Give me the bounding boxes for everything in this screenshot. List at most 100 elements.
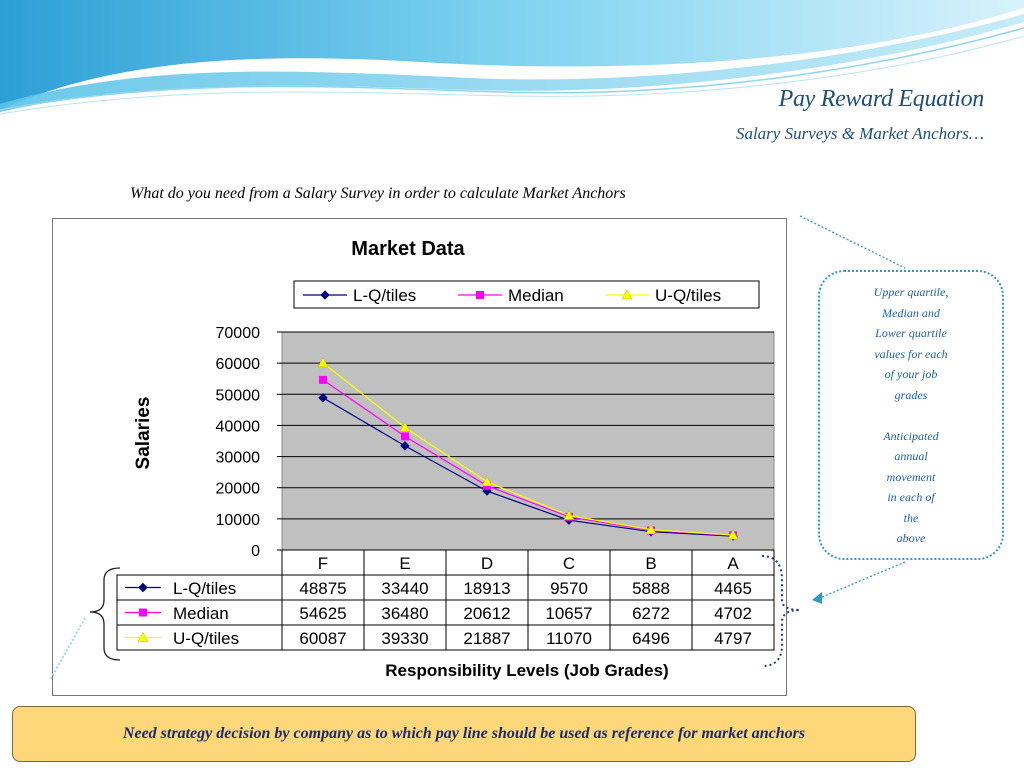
callout-line: the — [903, 510, 919, 525]
table-key-marker-0 — [138, 582, 148, 593]
y-tick-label: 30000 — [216, 450, 261, 467]
table-cell — [609, 624, 693, 651]
callout-line: grades — [894, 387, 928, 402]
table-value-0-4: 5888 — [632, 579, 670, 598]
chart-frame: Market Data L-Q/tiles Median U-Q/tiles 0 1000… — [52, 218, 787, 696]
y-tick-label: 0 — [251, 543, 260, 560]
callout-line: values for each — [874, 346, 948, 361]
legend-label-1: Median — [508, 286, 564, 305]
chart-title: Market Data — [351, 238, 465, 260]
table-value-0-2: 18913 — [463, 579, 510, 598]
table-header-B: B — [645, 554, 656, 573]
data-point-0-0 — [318, 393, 328, 403]
strategy-note-box: Need strategy decision by company as to … — [12, 706, 916, 762]
table-value-2-2: 21887 — [463, 629, 510, 648]
data-point-2-0 — [317, 357, 329, 368]
callout-connector-top — [799, 215, 906, 269]
y-tick-label: 50000 — [216, 387, 261, 404]
table-header-D: D — [481, 554, 493, 573]
table-header-E: E — [399, 554, 410, 573]
y-tick-label: 60000 — [216, 356, 261, 373]
y-tick-label: 10000 — [216, 512, 261, 529]
plot-area — [281, 331, 775, 551]
callout-line: Lower quartile — [875, 326, 947, 340]
table-value-2-0: 60087 — [299, 629, 346, 648]
callout-line — [820, 405, 1002, 426]
callout-box: Upper quartile, Median and Lower quartile v… — [818, 270, 1004, 560]
table-value-1-2: 20612 — [463, 604, 510, 623]
table-value-2-4: 6496 — [632, 629, 670, 648]
callout-line: movement — [886, 469, 936, 484]
x-axis-label: Responsibility Levels (Job Grades) — [385, 661, 668, 680]
arrow-head-icon — [812, 592, 822, 604]
table-value-1-5: 4702 — [714, 604, 752, 623]
slide-title: Pay Reward Equation — [778, 86, 985, 112]
data-point-1-1 — [401, 432, 409, 441]
table-value-2-3: 11070 — [546, 629, 592, 648]
market-data-chart: Market Data L-Q/tiles Median U-Q/tiles 0 1000… — [116, 238, 775, 680]
table-value-1-3: 10657 — [545, 604, 592, 623]
table-cell — [691, 624, 775, 651]
header-wave-decoration — [0, 0, 1024, 115]
table-cell — [691, 599, 775, 626]
legend-label-2: U-Q/tiles — [655, 286, 721, 305]
table-header-C: C — [563, 554, 575, 573]
table-value-2-5: 4797 — [714, 629, 752, 648]
legend-marker-2 — [621, 289, 633, 300]
table-cell — [445, 574, 529, 601]
table-header-cell — [527, 549, 611, 576]
table-key-marker-1 — [139, 608, 147, 617]
callout-connector-bottom — [814, 561, 906, 601]
legend-label-0: L-Q/tiles — [353, 286, 416, 305]
callout-line: annual — [894, 449, 928, 463]
table-row-label-0: L-Q/tiles — [173, 579, 236, 598]
legend-marker-1 — [476, 291, 484, 299]
y-tick-label: 20000 — [216, 481, 261, 498]
y-axis-label: Salaries — [133, 397, 154, 470]
table-header-F: F — [318, 554, 328, 573]
slide-subtitle: Salary Surveys & Market Anchors… — [735, 124, 984, 143]
table-header-cell — [445, 549, 529, 576]
y-tick-label: 40000 — [216, 418, 261, 435]
data-point-2-1 — [399, 422, 411, 432]
table-value-0-0: 48875 — [299, 579, 346, 598]
callout-line: Upper quartile, — [873, 285, 949, 299]
strategy-note-text: Need strategy decision by company as to … — [122, 725, 806, 742]
table-header-A: A — [727, 554, 739, 573]
y-tick-label: 70000 — [216, 325, 261, 342]
table-value-2-1: 39330 — [381, 629, 428, 648]
table-value-0-5: 4465 — [714, 579, 752, 598]
table-row-label-1: Median — [173, 604, 229, 623]
legend-marker-0 — [320, 290, 330, 300]
table-key-marker-2 — [137, 631, 149, 642]
table-header-cell — [609, 549, 693, 576]
data-point-2-5 — [727, 529, 739, 540]
table-cell — [445, 624, 529, 651]
table-cell — [609, 574, 693, 601]
data-point-2-3 — [563, 510, 575, 520]
survey-question: What do you need from a Salary Survey in… — [130, 185, 626, 202]
table-value-0-1: 33440 — [381, 579, 428, 598]
data-point-0-1 — [400, 441, 410, 451]
data-point-1-0 — [319, 375, 327, 384]
table-cell — [691, 574, 775, 601]
table-value-1-4: 6272 — [632, 604, 670, 623]
series-line-2 — [322, 362, 734, 536]
callout-line: Anticipated — [883, 428, 939, 443]
table-cell — [281, 574, 365, 601]
chart-legend — [293, 280, 760, 309]
series-line-0 — [322, 397, 734, 537]
table-cell — [609, 599, 693, 626]
callout-line: above — [896, 531, 926, 545]
table-value-0-3: 9570 — [550, 579, 588, 598]
data-point-2-2 — [481, 476, 493, 487]
series-line-1 — [322, 379, 734, 536]
table-cell — [281, 624, 365, 651]
callout-line: in each of — [887, 490, 935, 504]
table-value-1-0: 54625 — [299, 604, 346, 623]
table-row-label-2: U-Q/tiles — [173, 629, 239, 648]
callout-line: Median and — [882, 305, 940, 320]
table-value-1-1: 36480 — [381, 604, 428, 623]
callout-line: of your job — [884, 367, 938, 381]
data-point-2-4 — [645, 524, 657, 535]
